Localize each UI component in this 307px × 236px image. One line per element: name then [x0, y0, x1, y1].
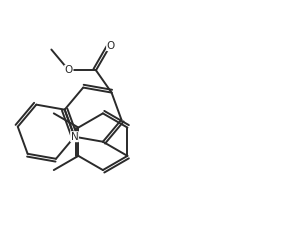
Text: O: O — [107, 41, 115, 51]
Text: N: N — [71, 132, 78, 142]
Text: O: O — [65, 65, 73, 75]
